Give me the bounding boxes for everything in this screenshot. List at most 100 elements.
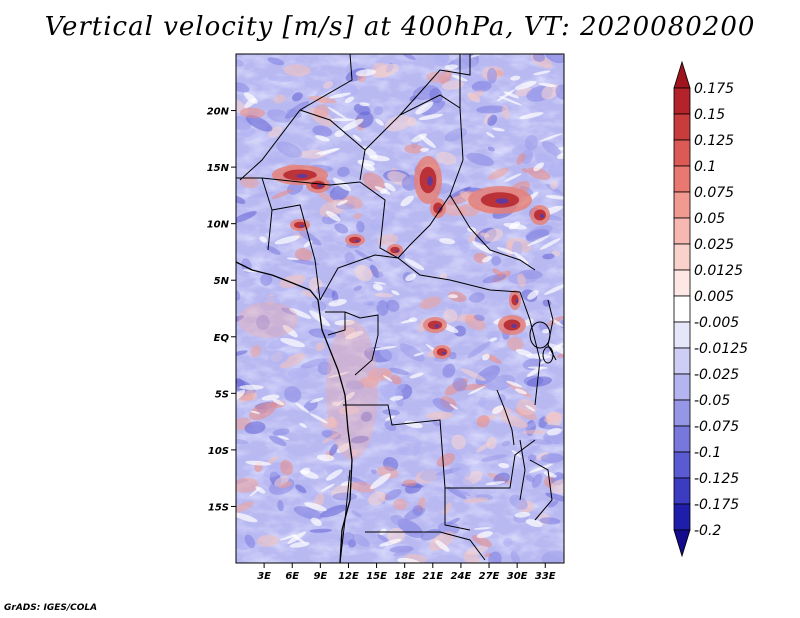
field-cell [513, 251, 529, 265]
field-cell [463, 497, 489, 504]
lon-tick-label: 18E [394, 571, 415, 582]
field-cell [354, 264, 373, 282]
colorbar-segment [673, 217, 691, 245]
field-cell [377, 271, 384, 278]
field-cell [492, 405, 504, 415]
field-cell [467, 341, 492, 359]
field-cell [280, 459, 294, 476]
colorbar-segment [673, 191, 691, 219]
field-cell [541, 83, 560, 100]
field-cell [379, 349, 399, 362]
lon-tick-label: 33E [535, 571, 556, 582]
field-cell [303, 400, 318, 412]
field-cell [368, 491, 386, 506]
colorbar: 0.175 0.15 0.125 0.1 0.075 0.05 0.025 0.0125 0.0… [673, 60, 748, 558]
field-cell [472, 241, 493, 254]
field-cell [413, 352, 424, 357]
field-cell [384, 421, 397, 432]
field-cell [373, 281, 387, 285]
field-cell [240, 176, 259, 189]
field-cell [329, 443, 339, 456]
field-cell [396, 434, 419, 443]
field-cell [279, 353, 306, 369]
colorbar-segment [673, 425, 691, 453]
field-cell [544, 54, 564, 64]
map-frame [235, 53, 565, 564]
field-cell [364, 342, 373, 352]
field-cell [496, 247, 514, 254]
field-cell [451, 434, 466, 450]
field-cell [310, 517, 322, 527]
field-cell [533, 70, 551, 76]
field-cell [291, 258, 320, 266]
field-cell [274, 235, 300, 245]
field-cell [473, 527, 491, 530]
field-cell [558, 147, 564, 151]
field-cell [283, 64, 311, 77]
field-cell [449, 403, 458, 410]
field-cell [266, 109, 291, 123]
field-cell [448, 294, 458, 299]
field-cell [236, 411, 246, 418]
downdraft-core [540, 214, 544, 218]
field-cell [495, 70, 504, 77]
lon-tick-label: 30E [507, 571, 528, 582]
field-cell [485, 481, 506, 486]
field-cell [467, 385, 486, 395]
field-cell [369, 211, 396, 231]
grads-credit: GrADS: IGES/COLA [4, 603, 98, 613]
field-cell [432, 420, 441, 427]
field-cell [487, 114, 498, 126]
field-cell [313, 104, 330, 119]
field-cell [501, 105, 510, 120]
field-cell [316, 286, 336, 298]
field-cell [525, 405, 536, 412]
field-cell [452, 463, 471, 479]
field-cell [473, 314, 485, 321]
field-cell [541, 140, 561, 156]
field-cell [379, 371, 391, 379]
field-cell [260, 273, 273, 286]
lat-tick-label: 15N [207, 163, 230, 174]
updraft-area [238, 302, 298, 338]
field-cell [309, 397, 324, 403]
field-cell [514, 388, 528, 395]
field-cell [294, 248, 313, 262]
field-cell [526, 376, 552, 387]
field-cell [539, 133, 563, 142]
field-cell [458, 237, 470, 254]
field-cell [350, 448, 358, 457]
field-cell [415, 102, 434, 115]
downdraft-core [434, 324, 440, 328]
colorbar-label: -0.005 [694, 315, 739, 331]
field-cell [300, 467, 311, 475]
field-cell [376, 300, 389, 316]
field-cell [509, 494, 528, 510]
field-cell [432, 398, 454, 413]
field-cell [547, 500, 559, 508]
field-cell [276, 141, 303, 158]
field-cell [470, 54, 483, 58]
field-cell [240, 127, 256, 137]
field-cell [341, 118, 364, 132]
field-cell [271, 189, 293, 200]
field-cell [486, 374, 516, 391]
field-cell [350, 435, 369, 444]
field-cell [354, 249, 374, 262]
field-cell [334, 223, 349, 234]
latitude-axis: 20N 15N 10N 5N EQ 5S 10S 15S [207, 107, 236, 513]
field-cell [236, 315, 244, 323]
downdraft-core [300, 224, 304, 228]
updraft-core [294, 221, 306, 229]
field-cell [386, 299, 400, 312]
field-cell [539, 237, 561, 250]
field-cell [328, 299, 347, 307]
field-cell [389, 395, 404, 401]
field-cell [531, 473, 543, 488]
field-cell [353, 213, 363, 219]
field-cell [498, 463, 510, 469]
field-cell [393, 498, 408, 511]
field-cell [404, 144, 424, 154]
field-cell [277, 499, 284, 512]
colorbar-bottom-arrow [673, 529, 691, 558]
